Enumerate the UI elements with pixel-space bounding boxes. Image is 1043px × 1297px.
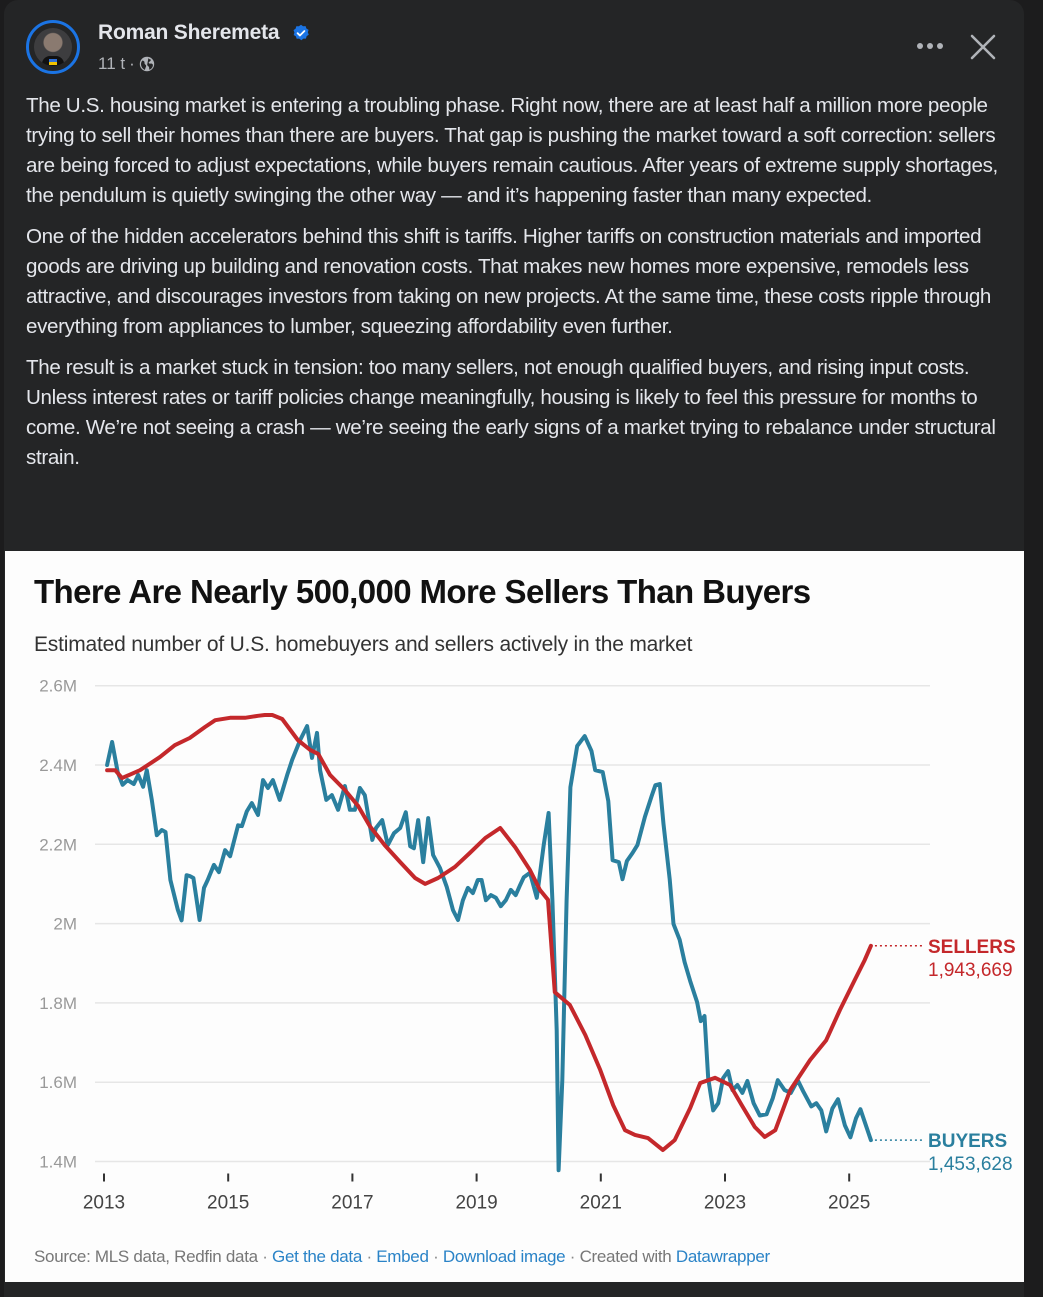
y-tick-label: 1.6M (39, 1073, 77, 1092)
embed-link[interactable]: Embed (376, 1247, 429, 1266)
post-paragraph: One of the hidden accelerators behind th… (26, 225, 992, 338)
chart-footer: Source: MLS data, Redfin data · Get the … (34, 1247, 770, 1266)
meta-separator: · (129, 54, 135, 73)
more-horizontal-icon (917, 43, 923, 49)
buyers-line (105, 724, 873, 1173)
more-options-button[interactable] (910, 30, 950, 62)
buyers-label: BUYERS (928, 1131, 1007, 1152)
y-tick-label: 2.6M (39, 677, 77, 696)
post-timestamp[interactable]: 11 t (98, 54, 126, 73)
y-tick-label: 1.8M (39, 994, 77, 1013)
verified-badge-icon (293, 24, 309, 41)
y-tick-label: 1.4M (39, 1153, 77, 1172)
avatar-photo (34, 28, 72, 66)
x-tick-label: 2015 (207, 1193, 249, 1214)
created-with-text: Created with (579, 1247, 672, 1266)
author-name[interactable]: Roman Sheremeta (98, 21, 280, 44)
sellers-label: SELLERS (928, 937, 1016, 958)
datawrapper-link[interactable]: Datawrapper (675, 1247, 770, 1266)
source-text: Source: MLS data, Redfin data (34, 1247, 258, 1266)
x-tick-label: 2023 (704, 1193, 746, 1214)
x-tick-label: 2017 (331, 1193, 373, 1214)
globe-icon (139, 56, 154, 72)
get-the-data-link[interactable]: Get the data (272, 1247, 362, 1266)
sellers-line (105, 713, 873, 1152)
chart-subtitle: Estimated number of U.S. homebuyers and … (34, 633, 693, 656)
buyers-value-label: 1,453,628 (928, 1154, 1013, 1175)
chart-title: There Are Nearly 500,000 More Sellers Th… (34, 573, 811, 610)
post-paragraph: The result is a market stuck in tension:… (26, 356, 996, 469)
y-tick-label: 2M (53, 915, 77, 934)
chart-image[interactable]: There Are Nearly 500,000 More Sellers Th… (5, 551, 1024, 1282)
x-tick-label: 2013 (83, 1193, 125, 1214)
line-chart: 2.6M 2.4M 2.2M 2M 1.8M 1.6M 1.4M 2013 2015 2017 20… (39, 677, 1016, 1214)
close-icon[interactable] (966, 30, 1000, 64)
x-tick-label: 2025 (828, 1193, 870, 1214)
author-avatar[interactable] (26, 20, 80, 74)
post-meta: 11 t · (98, 54, 155, 74)
sellers-value-label: 1,943,669 (928, 960, 1013, 981)
y-tick-label: 2.4M (39, 756, 77, 775)
x-tick-label: 2021 (580, 1193, 622, 1214)
download-image-link[interactable]: Download image (442, 1247, 566, 1266)
post-body: The U.S. housing market is entering a tr… (26, 91, 1011, 484)
y-tick-label: 2.2M (39, 835, 77, 854)
post-paragraph: The U.S. housing market is entering a tr… (26, 94, 998, 207)
x-tick-label: 2019 (455, 1193, 497, 1214)
